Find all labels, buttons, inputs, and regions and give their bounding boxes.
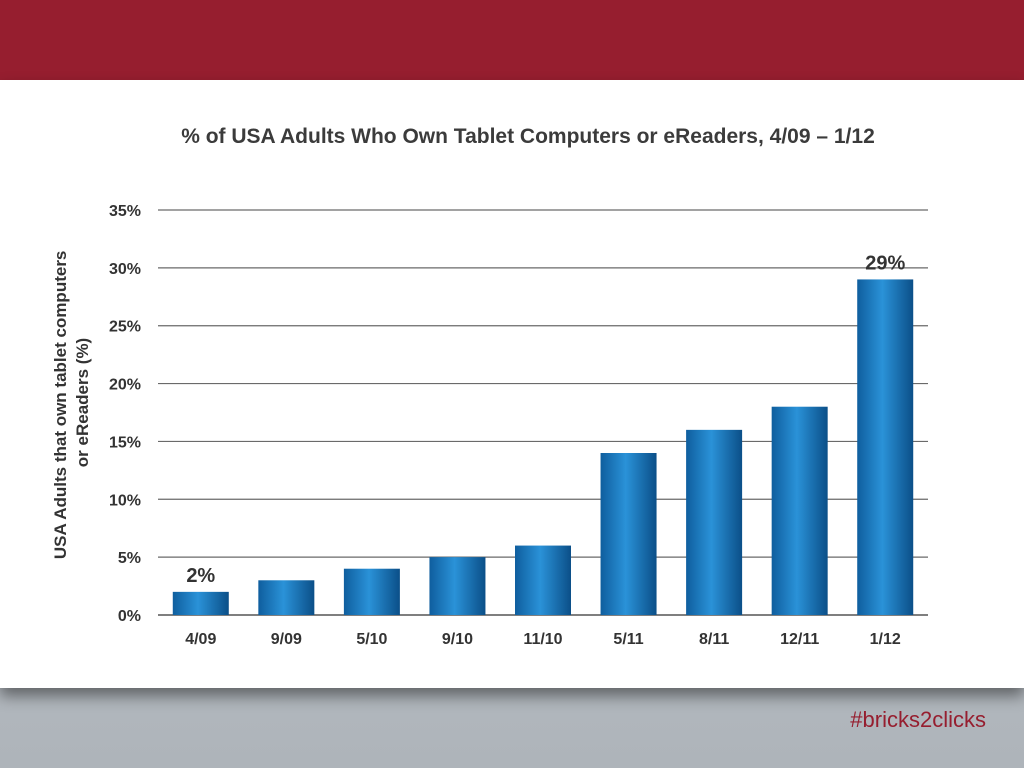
y-tick-label: 10% [109,492,141,509]
y-tick-label: 30% [109,261,141,278]
hashtag-text: #bricks2clicks [850,707,986,732]
x-tick-label: 5/10 [356,631,387,648]
x-tick-label: 8/11 [699,631,729,648]
y-tick-label: 35% [109,203,141,220]
header-band [0,0,1024,80]
y-axis-title-line-2: or eReaders (%) [73,338,92,467]
data-label: 2% [186,565,215,587]
x-tick-label: 5/11 [613,631,643,648]
bar [600,453,657,615]
bar [771,406,828,615]
x-tick-label: 9/10 [442,631,473,648]
x-tick-label: 11/10 [523,631,562,648]
data-label: 29% [865,252,905,274]
y-tick-label: 15% [109,434,141,451]
y-axis-title-line-1: USA Adults that own tablet computers [51,251,70,560]
x-tick-label: 4/09 [185,631,216,648]
bar [429,557,486,615]
bar [343,568,400,615]
y-tick-label: 25% [109,319,141,336]
bar [686,429,743,615]
x-axis-ticks: 4/09 9/09 5/10 9/10 11/10 5/11 8/11 12/11 1/12 [185,631,901,648]
bar [515,545,571,615]
bar [258,580,315,615]
bar [172,591,229,615]
bars [172,279,914,615]
y-axis-title: USA Adults that own tablet computers or … [51,246,92,559]
y-axis-ticks: 0% 5% 10% 15% 20% 25% 30% 35% [109,203,141,625]
y-tick-label: 5% [118,550,141,567]
x-tick-label: 1/12 [870,631,901,648]
y-tick-label: 0% [118,608,141,625]
bar [857,279,914,615]
x-tick-label: 9/09 [271,631,302,648]
y-tick-label: 20% [109,377,141,394]
chart-title: % of USA Adults Who Own Tablet Computers… [181,125,875,148]
x-tick-label: 12/11 [780,631,819,648]
data-labels: 2% 29% [186,252,905,586]
